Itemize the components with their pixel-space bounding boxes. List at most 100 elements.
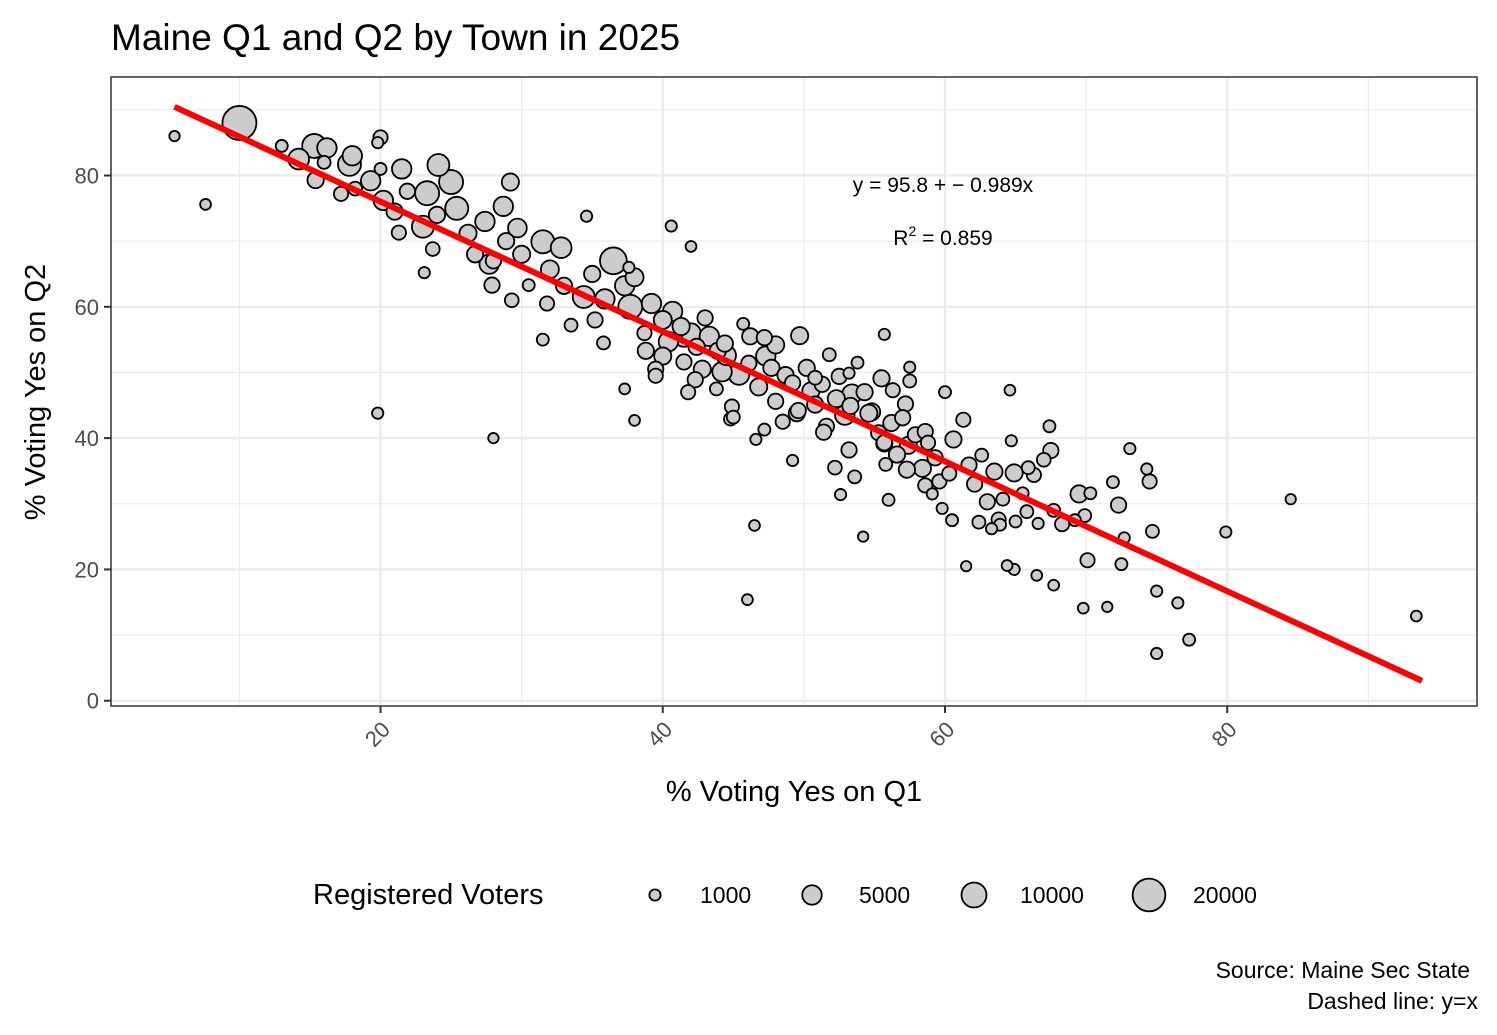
data-point — [497, 232, 516, 251]
data-point — [596, 335, 611, 351]
legend-title: Registered Voters — [313, 879, 544, 911]
data-point — [274, 139, 289, 153]
data-point — [622, 260, 636, 274]
legend-key-symbol — [648, 888, 662, 902]
data-point — [840, 441, 858, 459]
data-point — [1123, 442, 1137, 456]
x-tick-label: 60 — [924, 717, 959, 752]
data-point — [1079, 552, 1096, 569]
data-point — [1008, 514, 1023, 529]
data-point — [790, 326, 810, 346]
data-point — [903, 360, 917, 374]
data-point — [842, 366, 856, 380]
data-point — [877, 327, 891, 341]
data-point — [847, 469, 863, 485]
y-tick-label: 20 — [75, 557, 99, 582]
data-point — [474, 210, 496, 233]
data-point — [549, 236, 573, 259]
data-point — [902, 373, 918, 389]
x-axis-title: % Voting Yes on Q1 — [666, 776, 922, 808]
x-tick-label: 20 — [360, 717, 395, 752]
data-point — [1042, 419, 1057, 434]
data-point — [168, 130, 181, 143]
data-point — [1182, 632, 1197, 647]
data-point — [945, 513, 959, 528]
data-point — [985, 522, 999, 536]
data-point — [636, 341, 655, 360]
data-point — [580, 209, 594, 223]
data-point — [944, 430, 963, 449]
data-point — [539, 295, 556, 312]
data-point — [955, 411, 972, 428]
data-point — [767, 392, 785, 410]
data-point — [855, 383, 874, 402]
data-point — [487, 432, 500, 445]
data-point — [1145, 523, 1160, 539]
caption-source: Source: Maine Sec State — [1216, 957, 1470, 983]
data-point — [1076, 601, 1090, 615]
data-point — [1101, 600, 1114, 613]
y-tick-label: 60 — [75, 295, 99, 320]
data-point — [1140, 462, 1154, 476]
data-point — [1150, 584, 1164, 598]
data-point — [371, 136, 385, 150]
data-point — [521, 278, 536, 293]
data-point — [316, 137, 338, 159]
data-point — [1004, 434, 1018, 448]
data-point — [341, 145, 363, 167]
data-point — [826, 389, 846, 409]
y-tick-label: 80 — [75, 163, 99, 188]
data-point — [1284, 493, 1297, 506]
data-points — [168, 105, 1423, 661]
data-point — [1150, 646, 1164, 661]
x-tick-label: 40 — [642, 717, 677, 752]
data-point — [786, 453, 800, 467]
data-point — [708, 381, 724, 397]
data-point — [398, 182, 416, 200]
regression-line — [173, 104, 1424, 684]
data-point — [698, 325, 720, 347]
data-point — [1114, 557, 1129, 572]
data-point — [887, 445, 907, 464]
data-point — [894, 409, 912, 427]
data-point — [857, 530, 870, 543]
data-point — [827, 459, 843, 476]
data-point — [671, 316, 691, 337]
data-point — [1141, 473, 1158, 490]
data-point — [748, 519, 761, 532]
data-point — [500, 172, 520, 192]
data-point — [1409, 609, 1423, 623]
data-point — [881, 492, 896, 507]
data-point — [1004, 463, 1024, 483]
data-point — [1030, 569, 1044, 582]
y-axis-title: % Voting Yes on Q2 — [20, 264, 52, 520]
data-point — [675, 353, 693, 371]
plot-panel-border — [110, 76, 1478, 707]
data-point — [859, 403, 879, 423]
legend-key-label: 20000 — [1193, 882, 1257, 908]
data-point — [762, 358, 781, 377]
data-point — [1083, 486, 1098, 501]
data-point — [821, 347, 837, 363]
data-point — [316, 154, 332, 170]
data-point — [749, 432, 763, 446]
legend-key-symbol — [960, 881, 988, 909]
data-point — [774, 413, 791, 430]
data-point — [1000, 559, 1014, 572]
data-point — [686, 371, 704, 389]
data-point — [599, 246, 628, 276]
data-point — [426, 153, 451, 177]
data-point — [815, 423, 833, 441]
data-point — [427, 205, 447, 224]
fit-equation: y = 95.8 + − 0.989x — [853, 174, 1034, 197]
data-point — [438, 169, 465, 195]
legend-key-label: 1000 — [700, 882, 751, 908]
data-point — [360, 170, 382, 192]
data-point — [1171, 596, 1185, 610]
data-point — [586, 311, 604, 329]
data-point — [938, 385, 952, 400]
data-point — [878, 456, 894, 472]
data-point — [583, 264, 602, 284]
data-point — [884, 382, 901, 399]
data-point — [535, 332, 550, 347]
